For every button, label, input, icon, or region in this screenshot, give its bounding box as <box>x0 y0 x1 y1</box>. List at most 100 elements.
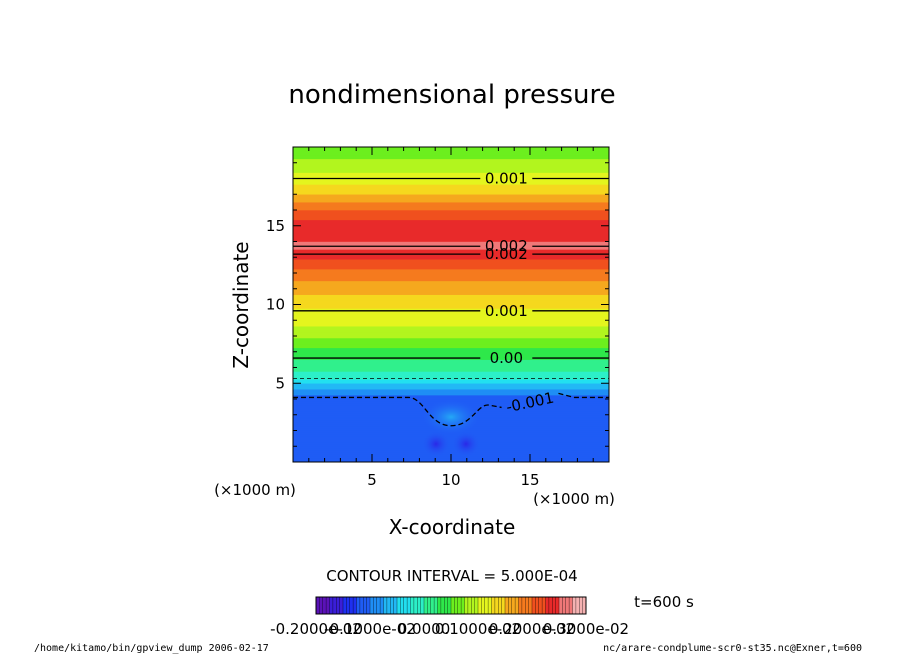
heatmap-band <box>293 339 609 343</box>
heatmap-band <box>293 304 609 307</box>
heatmap-band <box>293 343 609 347</box>
heatmap-band <box>293 251 609 254</box>
x-tick-label: 15 <box>520 471 539 489</box>
heatmap-band <box>293 197 609 201</box>
heatmap-band <box>293 337 609 341</box>
heatmap-band <box>293 390 609 394</box>
heatmap-band <box>293 168 609 171</box>
heatmap-band <box>293 316 609 319</box>
heatmap-band <box>293 335 609 339</box>
chart-title: nondimensional pressure <box>288 80 615 110</box>
heatmap-band <box>293 243 609 246</box>
heatmap-band <box>293 156 609 160</box>
heatmap-band <box>293 434 609 437</box>
colorbar-cell <box>532 597 546 614</box>
z-unit-label: (×1000 m) <box>214 481 296 499</box>
heatmap-band <box>293 193 609 197</box>
colorbar-cell <box>545 597 560 614</box>
heatmap-band <box>293 211 609 215</box>
heatmap-band <box>293 176 609 179</box>
colorbar-cell <box>424 597 438 614</box>
footer-right: nc/arare-condplume-scr0-st35.nc@Exner,t=… <box>603 643 862 654</box>
heatmap-band <box>293 302 609 305</box>
heatmap-band <box>293 249 609 252</box>
heatmap-band <box>293 284 609 288</box>
low-pressure-spot-left <box>422 431 450 457</box>
heatmap-band <box>293 333 609 337</box>
heatmap-band <box>293 268 609 272</box>
heatmap-band <box>293 365 609 368</box>
heatmap-band <box>293 225 609 229</box>
heatmap-band <box>293 388 609 392</box>
heatmap-band <box>293 241 609 244</box>
heatmap-band <box>293 314 609 317</box>
heatmap-band <box>293 379 609 382</box>
heatmap-band <box>293 298 609 301</box>
y-axis-label: Z-coordinate <box>229 241 253 368</box>
colorbar-tick-labels: -0.2000e-02-0.1000e-020.00000.1000e-020.… <box>270 620 629 638</box>
colorbar-tick-label: 0.2000e-02 <box>489 620 575 638</box>
low-pressure-spot-right <box>452 431 480 457</box>
heatmap-band <box>293 440 609 443</box>
heatmap-band <box>293 233 609 236</box>
heatmap-band <box>293 392 609 396</box>
heatmap-band <box>293 164 609 167</box>
heatmap-band <box>293 442 609 445</box>
heatmap-band <box>293 170 609 173</box>
heatmap-band <box>293 312 609 315</box>
heatmap-band <box>293 235 609 238</box>
colorbar-cell <box>397 597 411 614</box>
heatmap-band <box>293 341 609 345</box>
heatmap-band <box>293 178 609 181</box>
heatmap-band <box>293 436 609 439</box>
heatmap-band <box>293 384 609 388</box>
contour-label: 0.001 <box>485 170 528 188</box>
heatmap-band <box>293 231 609 234</box>
heatmap-band <box>293 361 609 364</box>
heatmap-band <box>293 180 609 183</box>
heatmap-band <box>293 367 609 370</box>
colorbar <box>315 596 587 615</box>
heatmap-band <box>293 195 609 199</box>
heatmap-band <box>293 199 609 203</box>
heatmap-band <box>293 182 609 185</box>
plume-column <box>421 399 481 435</box>
heatmap-band <box>293 172 609 175</box>
heatmap-band <box>293 188 609 191</box>
heatmap-band <box>293 353 609 356</box>
heatmap-band <box>293 217 609 221</box>
heatmap-band <box>293 219 609 223</box>
heatmap-band <box>293 351 609 355</box>
heatmap-band <box>293 349 609 353</box>
colorbar-cell <box>505 597 519 614</box>
heatmap-band <box>293 282 609 286</box>
colorbar-tick-label: -0.1000e-02 <box>324 620 416 638</box>
colorbar-cell <box>343 597 357 614</box>
colorbar-cell <box>370 597 384 614</box>
heatmap-band <box>293 166 609 169</box>
heatmap-band <box>293 300 609 303</box>
heatmap-band <box>293 247 609 250</box>
heatmap-band <box>293 323 609 327</box>
colorbar-cell <box>559 597 573 614</box>
heatmap-band <box>293 223 609 227</box>
heatmap-band <box>293 451 609 455</box>
heatmap-band <box>293 260 609 264</box>
heatmap-band <box>293 325 609 329</box>
heatmap-band <box>293 266 609 270</box>
heatmap-band <box>293 160 609 164</box>
time-label: t=600 s <box>634 593 694 611</box>
colorbar-cell <box>518 597 533 614</box>
footer-left: /home/kitamo/bin/gpview_dump 2006-02-17 <box>34 643 269 654</box>
heatmap-band <box>293 394 609 398</box>
colorbar-cell <box>383 597 398 614</box>
heatmap-band <box>293 306 609 309</box>
heatmap-band <box>293 373 609 376</box>
y-tick-label: 15 <box>266 217 285 235</box>
x-tick-label: 10 <box>441 471 460 489</box>
colorbar-tick-label: 0.1000e-02 <box>435 620 521 638</box>
heatmap-band <box>293 158 609 162</box>
heatmap-band <box>293 347 609 351</box>
y-tick-label: 5 <box>275 374 285 392</box>
heatmap-band <box>293 386 609 390</box>
